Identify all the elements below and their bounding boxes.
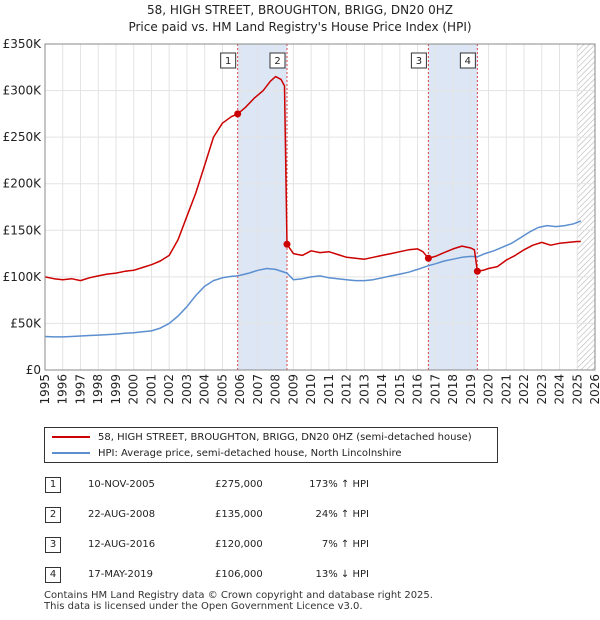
legend-item-property: 58, HIGH STREET, BROUGHTON, BRIGG, DN20 … — [45, 429, 472, 445]
sale-label-number: 1 — [225, 56, 231, 67]
sale-date: 22-AUG-2008 — [88, 509, 156, 520]
x-tick-label: 1995 — [38, 374, 52, 405]
legend-item-hpi: HPI: Average price, semi-detached house,… — [45, 445, 402, 461]
property-price-line — [44, 75, 581, 282]
x-tick-label: 2009 — [286, 374, 300, 405]
y-tick-label: £0 — [26, 363, 41, 377]
x-tick-label: 2011 — [322, 374, 336, 405]
x-tick-label: 2006 — [233, 374, 247, 405]
sale-label-box — [269, 52, 286, 69]
sale-marker — [473, 267, 481, 275]
x-tick-label: 2019 — [464, 374, 478, 405]
sale-hpi: 7% ↑ HPI — [321, 539, 369, 550]
x-tick-label: 2025 — [570, 374, 584, 405]
x-tick-label: 2014 — [375, 374, 389, 405]
sale-marker — [234, 110, 242, 118]
x-tick-label: 2005 — [215, 374, 229, 405]
y-tick-label: £250K — [3, 130, 43, 144]
sale-label-number: 3 — [416, 56, 422, 67]
sale-row: 3 12-AUG-2016 £120,000 7% ↑ HPI — [0, 536, 600, 556]
hpi-line — [44, 220, 582, 338]
x-tick-label: 2000 — [127, 374, 141, 405]
x-tick-label: 2002 — [162, 374, 176, 405]
sale-row: 1 10-NOV-2005 £275,000 173% ↑ HPI — [0, 476, 600, 496]
sale-price: £275,000 — [215, 479, 263, 490]
legend-swatch-property — [52, 436, 90, 438]
y-tick-label: £200K — [3, 177, 43, 191]
legend-label-hpi: HPI: Average price, semi-detached house,… — [98, 447, 402, 459]
x-tick-label: 2022 — [517, 374, 531, 405]
sale-price: £135,000 — [215, 509, 263, 520]
sale-label-box — [459, 52, 476, 69]
sale-hpi: 24% ↑ HPI — [315, 509, 369, 520]
sale-date: 17-MAY-2019 — [88, 569, 154, 580]
sale-number: 3 — [45, 537, 61, 553]
hatched-region — [577, 44, 595, 370]
chart-title-line1: 58, HIGH STREET, BROUGHTON, BRIGG, DN20 … — [146, 3, 454, 17]
sale-label-number: 2 — [274, 56, 280, 67]
y-tick-label: £300K — [3, 84, 43, 98]
chart-title: 58, HIGH STREET, BROUGHTON, BRIGG, DN20 … — [0, 2, 600, 36]
legend-label-property: 58, HIGH STREET, BROUGHTON, BRIGG, DN20 … — [98, 431, 472, 443]
sale-label-box — [410, 52, 427, 69]
plot-frame — [44, 43, 596, 371]
sale-marker — [283, 240, 291, 248]
sale-date: 10-NOV-2005 — [88, 479, 155, 490]
footer-line2: This data is licensed under the Open Gov… — [44, 601, 363, 612]
x-tick-label: 2007 — [251, 374, 265, 405]
sale-label-number: 4 — [465, 56, 471, 67]
sale-number: 2 — [45, 507, 61, 523]
x-tick-label: 2016 — [411, 374, 425, 405]
x-tick-label: 1996 — [56, 374, 70, 405]
x-tick-label: 1998 — [91, 374, 105, 405]
x-tick-label: 2003 — [180, 374, 194, 405]
y-tick-label: £150K — [3, 223, 43, 237]
x-tick-label: 2015 — [393, 374, 407, 405]
shaded-period — [237, 44, 287, 370]
sale-row: 4 17-MAY-2019 £106,000 13% ↓ HPI — [0, 566, 600, 586]
y-tick-label: £50K — [10, 316, 42, 330]
sale-row: 2 22-AUG-2008 £135,000 24% ↑ HPI — [0, 506, 600, 526]
legend-swatch-hpi — [52, 452, 90, 454]
sale-marker — [424, 254, 432, 262]
x-tick-label: 2010 — [304, 374, 318, 405]
x-tick-label: 2004 — [198, 374, 212, 405]
price-chart: 1 2 3 4 £0 £50K £100K £150K £200K £250K £300K £350… — [3, 37, 600, 405]
x-tick-label: 2023 — [535, 374, 549, 405]
x-tick-label: 2012 — [340, 374, 354, 405]
sale-number: 1 — [45, 477, 61, 493]
x-tick-label: 2024 — [553, 374, 567, 405]
x-tick-label: 2008 — [269, 374, 283, 405]
x-tick-label: 2020 — [482, 374, 496, 405]
sale-hpi: 13% ↓ HPI — [315, 569, 369, 580]
sale-number: 4 — [45, 567, 61, 583]
x-tick-label: 2026 — [588, 374, 600, 405]
y-tick-label: £350K — [3, 37, 43, 51]
x-tick-label: 2013 — [357, 374, 371, 405]
x-tick-label: 2017 — [428, 374, 442, 405]
chart-legend: 58, HIGH STREET, BROUGHTON, BRIGG, DN20 … — [44, 427, 498, 463]
x-tick-label: 2001 — [144, 374, 158, 405]
x-tick-label: 2018 — [446, 374, 460, 405]
sale-price: £120,000 — [215, 539, 263, 550]
sale-label-box — [220, 52, 237, 69]
chart-title-line2: Price paid vs. HM Land Registry's House … — [128, 20, 472, 34]
y-tick-label: £100K — [3, 270, 43, 284]
x-tick-label: 1997 — [73, 374, 87, 405]
footer-note: Contains HM Land Registry data © Crown c… — [44, 590, 433, 612]
sale-hpi: 173% ↑ HPI — [309, 479, 369, 490]
x-tick-label: 1999 — [109, 374, 123, 405]
x-tick-label: 2021 — [499, 374, 513, 405]
sale-date: 12-AUG-2016 — [88, 539, 156, 550]
footer-line1: Contains HM Land Registry data © Crown c… — [44, 590, 433, 601]
sale-price: £106,000 — [215, 569, 263, 580]
